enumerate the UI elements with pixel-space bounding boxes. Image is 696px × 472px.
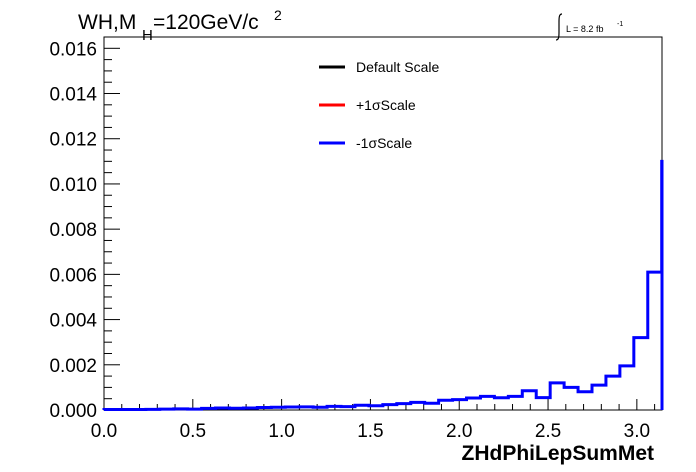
legend-label: +1σScale	[356, 97, 416, 113]
y-tick-label: 0.006	[49, 265, 97, 286]
y-tick-label: 0.004	[49, 311, 97, 332]
y-tick-label: 0.000	[49, 401, 97, 422]
x-tick-label: 1.0	[268, 421, 294, 442]
series-group	[102, 159, 664, 412]
lumi-text: L = 8.2 fb	[566, 24, 603, 34]
y-tick-label: 0.010	[49, 175, 97, 196]
integral-sign	[555, 13, 563, 41]
y-tick-label: 0.002	[49, 356, 97, 377]
x-tick-label: 0.5	[180, 421, 206, 442]
legend-label: -1σScale	[356, 135, 412, 151]
title-rest: =120GeV/c	[153, 11, 259, 34]
luminosity-label: L = 8.2 fb -1	[555, 13, 623, 41]
x-axis-label: ZHdPhiLepSumMet	[462, 442, 655, 465]
x-tick-label: 3.0	[624, 421, 650, 442]
legend-label: Default Scale	[356, 59, 439, 75]
y-tick-label: 0.012	[49, 130, 97, 151]
chart-title: WH,M H =120GeV/c 2	[78, 7, 282, 44]
title-superscript: 2	[274, 7, 282, 23]
x-tick-label: 2.0	[446, 421, 472, 442]
lumi-superscript: -1	[617, 21, 623, 28]
x-tick-label: 2.5	[535, 421, 561, 442]
x-tick-label: 1.5	[357, 421, 383, 442]
title-main: WH,M	[78, 11, 136, 34]
x-tick-label: 0.0	[91, 421, 117, 442]
y-tick-label: 0.008	[49, 220, 97, 241]
title-subscript: H	[142, 27, 153, 44]
histogram-series-line	[102, 159, 664, 412]
y-tick-label: 0.014	[49, 85, 97, 106]
plot-frame	[103, 36, 663, 411]
legend: Default Scale +1σScale -1σScale	[319, 59, 439, 151]
y-axis: 0.000 0.002 0.004 0.006 0.008 0.010 0.012 0.014…	[49, 36, 120, 422]
y-tick-label: 0.016	[49, 39, 97, 60]
